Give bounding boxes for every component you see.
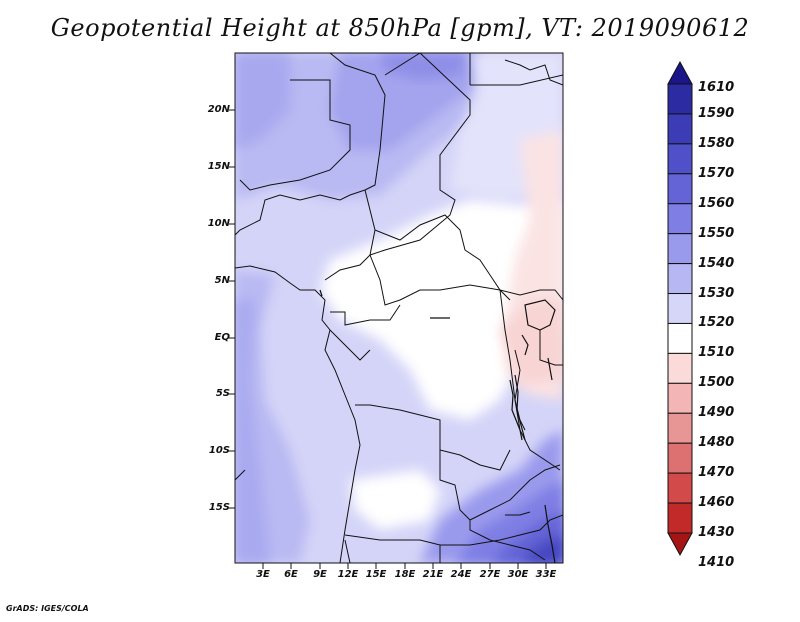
lon-label: 6E: [284, 569, 298, 580]
lat-label: 20N: [207, 104, 230, 115]
colorbar-label: 1560: [698, 195, 735, 211]
lat-label: 5N: [214, 275, 230, 286]
colorbar-label: 1530: [698, 285, 735, 301]
colorbar-cell: [667, 293, 693, 324]
colorbar-label: 1580: [698, 135, 735, 151]
colorbar-label: 1460: [698, 495, 735, 511]
colorbar-cell: [667, 203, 693, 235]
lon-label: 30E: [507, 569, 529, 580]
colorbar-cell: [667, 113, 693, 145]
lakes: [319, 289, 556, 563]
lon-label: 33E: [535, 569, 557, 580]
colorbar-cell: [667, 322, 693, 354]
colorbar-label: 1610: [698, 80, 735, 95]
lon-label: 3E: [256, 569, 270, 580]
colorbar-label: 1500: [698, 375, 735, 391]
colorbar-label: 1590: [698, 105, 735, 121]
lon-label: 21E: [422, 569, 444, 580]
map-title: Geopotential Height at 850hPa [gpm], VT:…: [50, 14, 750, 42]
lat-label: 15S: [208, 502, 230, 513]
height-field: [235, 53, 563, 563]
lon-label: 15E: [365, 569, 387, 580]
colorbar-cell: [667, 382, 693, 414]
colorbar-cell: [667, 173, 693, 205]
colorbar-cell: [667, 412, 693, 444]
colorbar-cell: [667, 502, 693, 534]
colorbar-cell: [667, 352, 693, 384]
lon-label: 18E: [394, 569, 416, 580]
colorbar-cell: [667, 143, 693, 175]
lat-label: 10N: [207, 218, 230, 229]
grads-credit: GrADS: IGES/COLA: [6, 604, 89, 613]
map-frame: [234, 52, 564, 564]
colorbar: [667, 60, 693, 557]
lon-label: 27E: [479, 569, 501, 580]
colorbar-top-triangle: [667, 60, 693, 85]
lat-label: 10S: [208, 445, 230, 456]
colorbar-cell: [667, 442, 693, 474]
colorbar-cell: [667, 83, 693, 115]
colorbar-cell: [667, 233, 693, 265]
lat-label: 15N: [207, 161, 230, 172]
lon-label: 24E: [450, 569, 472, 580]
colorbar-label: 1540: [698, 255, 735, 271]
country-borders: [235, 53, 563, 563]
colorbar-label: 1430: [698, 525, 735, 540]
colorbar-label: 1470: [698, 465, 735, 481]
lat-label: EQ: [214, 332, 230, 343]
colorbar-label: 1520: [698, 315, 735, 331]
colorbar-label: 1510: [698, 345, 735, 361]
lon-label: 12E: [337, 569, 359, 580]
colorbar-cell: [667, 472, 693, 504]
colorbar-bottom-triangle: [667, 532, 693, 557]
lon-ticks: [262, 563, 547, 569]
colorbar-label: 1570: [698, 165, 735, 181]
lon-label: 9E: [313, 569, 327, 580]
colorbar-label: 1550: [698, 225, 735, 241]
lat-ticks: [229, 109, 235, 509]
lat-label: 5S: [215, 388, 230, 399]
colorbar-label: 1480: [698, 435, 735, 451]
colorbar-label: 1490: [698, 405, 735, 421]
colorbar-cell: [667, 263, 693, 295]
colorbar-label: 1410: [698, 554, 735, 570]
